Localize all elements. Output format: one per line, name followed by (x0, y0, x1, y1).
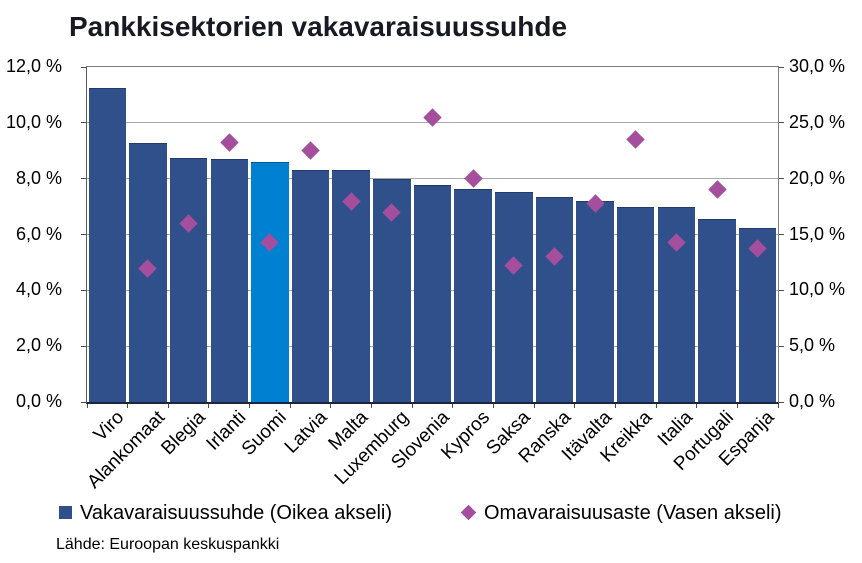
left-axis-tick (81, 289, 86, 291)
gridline (87, 178, 778, 180)
x-axis-tick (736, 404, 738, 408)
bar-series-marker-icon (59, 506, 72, 520)
right-axis-tick (779, 401, 784, 403)
x-axis-tick (86, 404, 88, 408)
bar-ranska (535, 196, 574, 402)
left-axis-tick-label: 10,0 % (5, 111, 62, 132)
bar-portugali (698, 218, 736, 402)
x-axis-label-suomi: Suomi (237, 407, 291, 460)
diamond-series-marker-icon (460, 504, 477, 521)
right-axis-tick (779, 122, 784, 124)
bar-latvia (291, 169, 330, 402)
legend-diamond-series-label: Omavaraisuusaste (Vasen akseli) (484, 502, 782, 525)
x-axis-tick (208, 404, 210, 408)
x-axis-tick (167, 404, 169, 408)
left-axis-tick-label: 6,0 % (15, 223, 62, 244)
x-axis-label-blegia: Blegia (157, 407, 210, 460)
bar-irlanti (210, 158, 248, 402)
legend-item-diamonds: Omavaraisuusaste (Vasen akseli) (460, 502, 782, 525)
right-axis-tick-label: 0,0 % (789, 391, 836, 411)
source-note: Lähde: Euroopan keskuspankki (56, 536, 280, 553)
x-axis-tick (777, 404, 779, 408)
diamond-portugali (707, 180, 727, 200)
plot-area (81, 66, 784, 408)
x-axis-tick (452, 404, 454, 408)
left-axis-tick (81, 178, 86, 180)
legend-item-bars: Vakavaraisuussuhde (Oikea akseli) (59, 502, 393, 525)
right-axis-tick-label: 30,0 % (789, 56, 846, 76)
left-axis-tick-label: 12,0 % (5, 56, 62, 76)
right-axis-tick (779, 66, 784, 68)
bar-blegia (169, 157, 208, 402)
diamond-latvia (301, 141, 320, 160)
right-axis-tick-label: 20,0 % (789, 167, 846, 188)
right-axis-tick-label: 5,0 % (789, 335, 836, 356)
left-axis-tick-label: 0,0 % (15, 391, 62, 411)
bar-saksa (495, 192, 533, 402)
x-axis-tick (289, 404, 291, 408)
right-axis-tick-label: 25,0 % (789, 111, 846, 132)
left-axis-tick-label: 2,0 % (15, 335, 62, 356)
x-axis-tick (696, 404, 698, 408)
x-axis-tick (533, 404, 535, 408)
bar-itavalta (576, 201, 614, 402)
bar-suomi (251, 162, 289, 402)
x-axis-tick (330, 404, 332, 408)
chart-title: Pankkisektorien vakavaraisuussuhde (69, 11, 568, 42)
legend-bar-series-label: Vakavaraisuussuhde (Oikea akseli) (80, 502, 393, 525)
bar-kreikka (617, 206, 655, 402)
right-axis-tick (779, 178, 784, 180)
left-axis-tick (81, 122, 86, 124)
diamond-kypros (463, 169, 483, 188)
diamond-slovenia (423, 108, 442, 127)
left-axis-tick (81, 234, 86, 235)
x-axis-tick (249, 404, 251, 408)
bar-kypros (454, 188, 492, 402)
x-axis-tick (574, 404, 576, 408)
bar-slovenia (413, 185, 452, 402)
x-axis-tick (411, 404, 413, 408)
right-axis-tick (779, 289, 784, 291)
x-axis-tick (492, 404, 494, 408)
x-axis-tick (371, 404, 373, 408)
left-axis-tick-label: 8,0 % (15, 167, 62, 188)
bar-viro (88, 88, 127, 402)
left-axis-tick (81, 401, 86, 403)
right-axis-tick-label: 15,0 % (789, 223, 846, 244)
x-axis-tick (127, 404, 129, 408)
x-axis-label-latvia: Latvia (280, 407, 332, 458)
x-axis-tick (614, 404, 616, 408)
x-axis-tick (655, 404, 657, 408)
left-axis-tick-label: 4,0 % (15, 279, 62, 300)
right-axis-tick-label: 10,0 % (789, 279, 846, 300)
right-axis-tick (779, 234, 784, 235)
diamond-irlanti (220, 133, 239, 152)
diamond-kreikka (626, 130, 645, 149)
right-axis-tick (779, 345, 784, 347)
left-axis-tick (81, 66, 86, 68)
left-axis-tick (81, 345, 86, 347)
